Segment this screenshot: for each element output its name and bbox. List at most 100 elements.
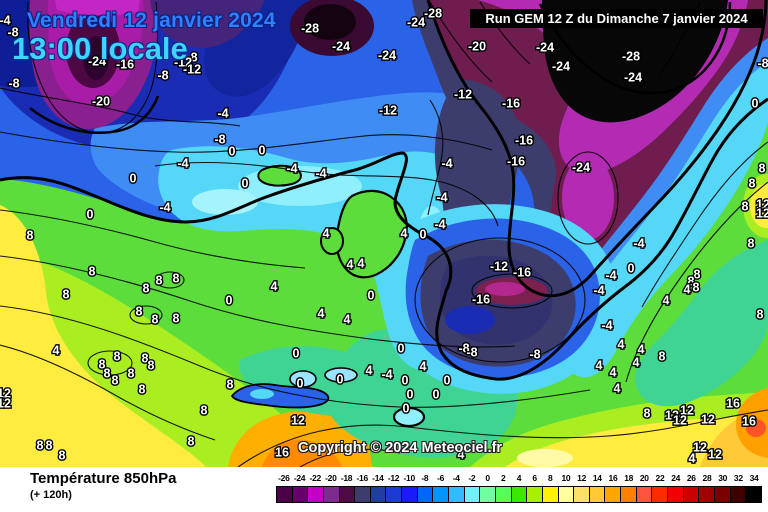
region-green-britain <box>335 189 408 279</box>
scale-swatch <box>746 487 761 502</box>
contour-value-label: 4 <box>347 257 354 271</box>
contour-value-label: 8 <box>173 311 180 325</box>
forecast-hour: (+ 120h) <box>30 489 72 501</box>
contour-value-label: -8 <box>7 25 18 39</box>
contour-value-label: 8 <box>156 273 163 287</box>
parameter-title: Température 850hPa <box>30 470 177 487</box>
region-yellow-west <box>0 205 206 467</box>
contour-value-label: -4 <box>177 156 188 170</box>
contour-value-label: 8 <box>136 304 143 318</box>
valid-time-text: 13:00 locale <box>12 31 188 66</box>
contour-value-label: 0 <box>293 346 300 360</box>
scale-tick-label: 12 <box>577 473 587 483</box>
region-black-north <box>304 4 356 40</box>
contour-value-label: 8 <box>759 161 766 175</box>
contour-value-label: 4 <box>596 358 603 372</box>
contour-value-label: 0 <box>444 373 451 387</box>
region-cyan-alps <box>250 389 274 399</box>
scale-tick-label: -12 <box>387 473 400 483</box>
scale-tick-label: 26 <box>686 473 696 483</box>
scale-tick-label: 20 <box>639 473 649 483</box>
contour-value-label: 8 <box>227 377 234 391</box>
contour-value-label: 8 <box>644 406 651 420</box>
contour-value-label: -24 <box>552 59 570 73</box>
contour-value-label: 4 <box>344 312 351 326</box>
contour-value-label: -24 <box>88 54 106 68</box>
contour-value-label: -4 <box>315 166 326 180</box>
contour-value-label: 8 <box>142 351 149 365</box>
scale-swatch <box>511 487 528 502</box>
contour-value-label: -20 <box>92 94 110 108</box>
contour-value-label: -8 <box>757 56 768 70</box>
contour-value-label: 0 <box>402 373 409 387</box>
contour-value-label: 12 <box>680 403 694 417</box>
contour-value-label: 8 <box>99 357 106 371</box>
contour-value-label: 4 <box>638 342 645 356</box>
contour-value-label: 0 <box>242 176 249 190</box>
contour-value-label: 16 <box>726 396 740 410</box>
contour-value-label: 8 <box>128 366 135 380</box>
contour-value-label: 0 <box>297 376 304 390</box>
map-canvas: -4 -8 -8 -24 -16 -20 -8 -12 -12 -8 -28 -24 -4 -8 -4 0 0-… <box>0 0 768 467</box>
contour-value-label: 8 <box>104 366 111 380</box>
contour-value-label: -24 <box>536 40 554 54</box>
scale-tick-label: 16 <box>608 473 618 483</box>
region-light-blue-stripe-ne <box>556 38 768 334</box>
scale-swatch <box>714 487 731 502</box>
contour-value-label: -20 <box>468 39 486 53</box>
contour-value-label: -8 <box>157 68 168 82</box>
contour-value-label: 0 <box>226 293 233 307</box>
contour-value-label: 16 <box>742 414 756 428</box>
scale-swatch <box>308 487 324 502</box>
contour-value-label: 0 <box>433 387 440 401</box>
scale-color-bar <box>276 486 762 503</box>
contour-value-label: 8 <box>742 199 749 213</box>
contour-value-label: -4 <box>159 200 170 214</box>
contour-value-label: -12 <box>183 62 201 76</box>
region-magenta-tongue <box>562 156 614 240</box>
contour-value-label: 0 <box>752 96 759 110</box>
contour-value-label: 12 <box>673 413 687 427</box>
contour-value-label: 4 <box>366 363 373 377</box>
scale-swatch <box>292 487 309 502</box>
scale-tick-label: 30 <box>718 473 728 483</box>
scale-swatch <box>449 487 465 502</box>
contour-value-label: 0 <box>368 288 375 302</box>
contour-value-label: -4 <box>605 268 616 282</box>
scale-swatch <box>277 487 293 502</box>
contour-value-label: -4 <box>441 156 452 170</box>
contour-value-label: -16 <box>507 154 525 168</box>
scale-tick-label: 10 <box>561 473 571 483</box>
scale-swatch <box>652 487 669 502</box>
contour-value-label: -12 <box>454 87 472 101</box>
contour-lines <box>0 0 768 467</box>
contour-value-label: -4 <box>0 13 11 27</box>
contour-value-label: 8 <box>693 280 700 294</box>
scale-tick-label: -14 <box>372 473 384 483</box>
contour-value-label: 12 <box>708 447 722 461</box>
scale-tick-label: -18 <box>340 473 353 483</box>
scale-swatch <box>370 487 387 502</box>
contour-value-label: 8 <box>59 448 66 462</box>
scale-swatch <box>574 487 590 502</box>
contour-value-label: -24 <box>407 15 425 29</box>
contour-value-label: 4 <box>610 365 617 379</box>
contour-value-label: 8 <box>757 307 764 321</box>
contour-value-label: -16 <box>472 292 490 306</box>
contour-value-label: 4 <box>420 359 427 373</box>
contour-value-label: 8 <box>148 358 155 372</box>
scale-tick-label: 34 <box>749 473 759 483</box>
lake-black-sea-east <box>324 367 358 383</box>
scale-swatch <box>323 487 340 502</box>
region-pale-yellow-patch <box>517 449 573 467</box>
scale-tick-labels: -26 -24 -22 -20 -18 -16 -14 -12 -10 -8 -6 -4 -2 0 2 4 6 8… <box>276 472 762 484</box>
contour-value-label: 4 <box>618 337 625 351</box>
contour-value-label: 0 <box>403 401 410 415</box>
scale-tick-label: 32 <box>733 473 743 483</box>
contour-value-label: 4 <box>614 381 621 395</box>
temperature-map-svg: -4-8-8-24 -16-20-8-12-12-8-28-24-4-8-40 0-… <box>0 0 768 467</box>
scale-swatch <box>386 487 403 502</box>
scale-swatch <box>480 487 496 502</box>
contour-value-label: -8 <box>458 341 469 355</box>
contour-value-label: 12 <box>665 408 679 422</box>
